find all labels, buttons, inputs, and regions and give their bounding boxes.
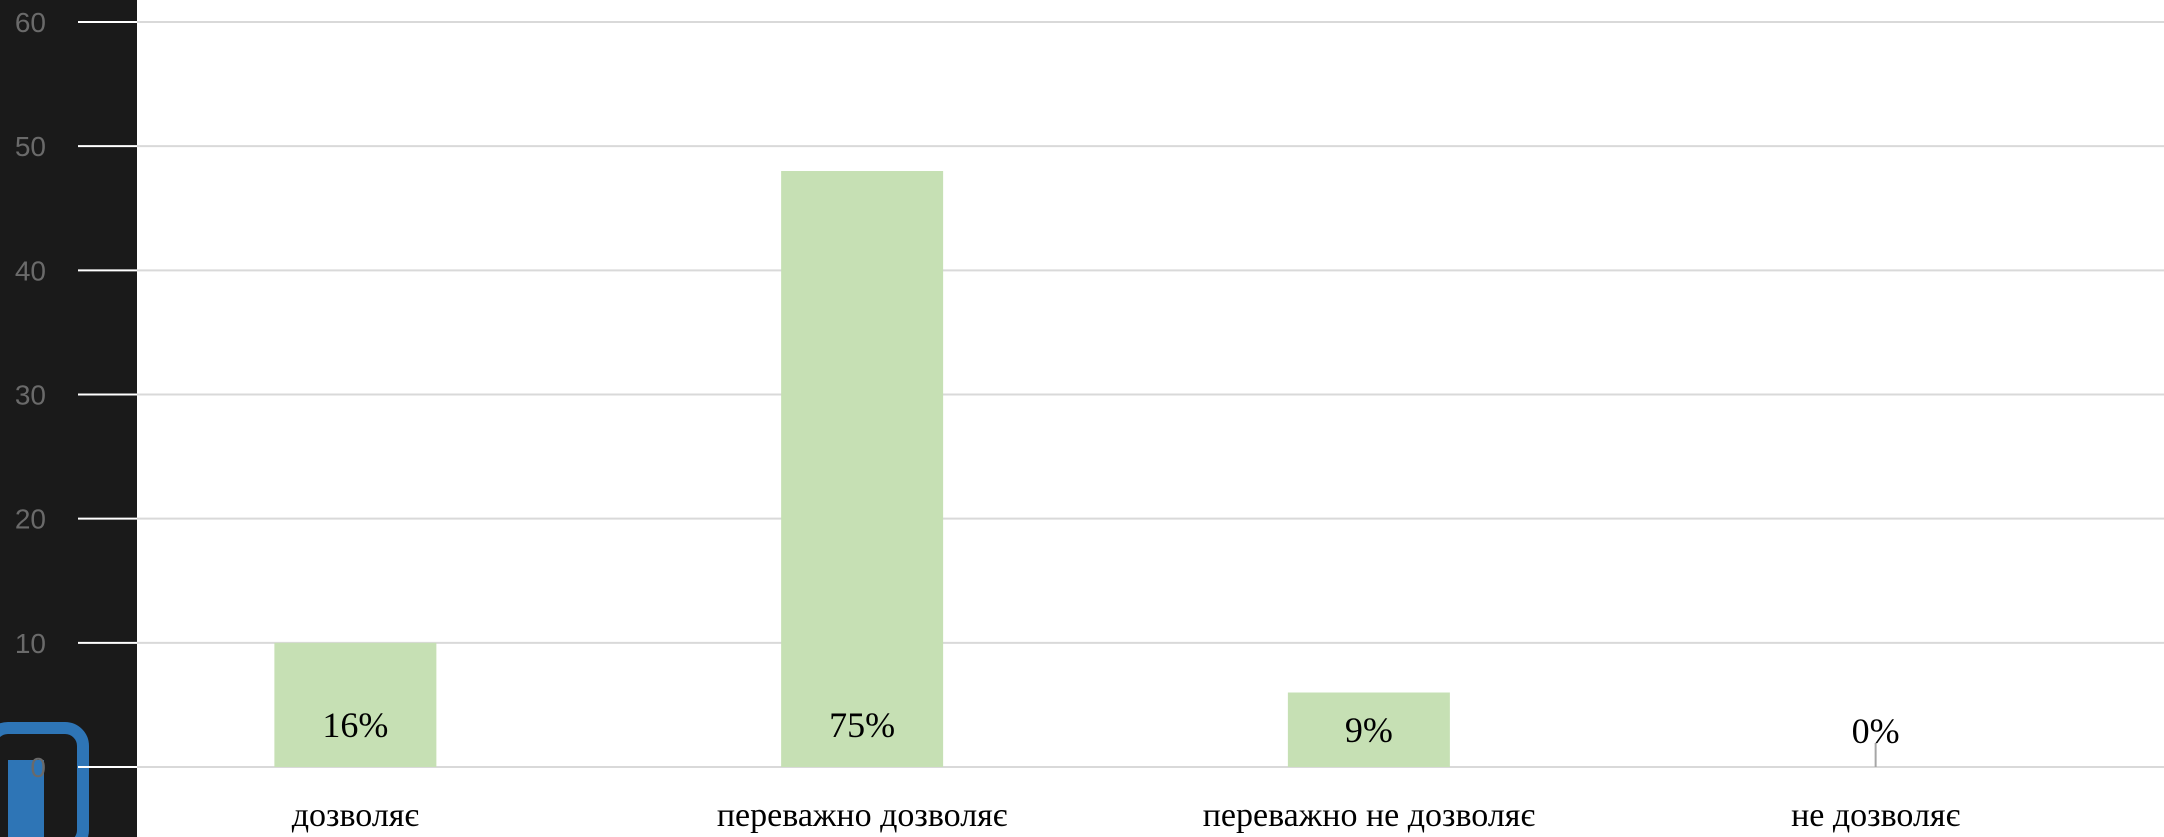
y-tick-label: 0 xyxy=(30,752,46,783)
x-category-label: не дозволяє xyxy=(1791,797,1960,834)
blue-window-icon xyxy=(0,722,89,837)
data-label: 9% xyxy=(1345,710,1393,750)
y-tick-label: 20 xyxy=(15,504,46,535)
x-category-label: переважно дозволяє xyxy=(717,797,1008,834)
blue-window-icon-bar xyxy=(8,760,44,837)
x-category-label: переважно не дозволяє xyxy=(1203,797,1536,834)
y-tick-label: 30 xyxy=(15,380,46,411)
y-tick-label: 50 xyxy=(15,131,46,162)
dark-side-panel xyxy=(0,0,137,837)
blue-window-icon-frame xyxy=(0,722,89,837)
bar xyxy=(1287,692,1450,767)
y-tick-label: 40 xyxy=(15,255,46,286)
y-tick-label: 60 xyxy=(15,7,46,38)
y-tick-label: 10 xyxy=(15,628,46,659)
data-label: 75% xyxy=(829,705,895,745)
bar xyxy=(781,171,944,767)
bar xyxy=(274,642,437,767)
data-label: 16% xyxy=(322,705,388,745)
data-label: 0% xyxy=(1852,711,1900,751)
x-category-label: дозволяє xyxy=(292,797,420,834)
